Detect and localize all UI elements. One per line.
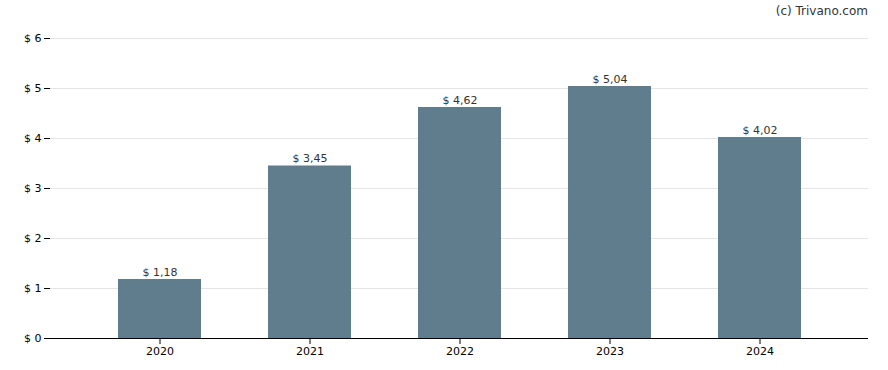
svg-text:2024: 2024	[746, 345, 774, 358]
svg-text:$ 3: $ 3	[24, 182, 42, 195]
svg-text:$ 4,62: $ 4,62	[443, 94, 478, 107]
svg-text:$ 5: $ 5	[24, 82, 42, 95]
svg-text:$ 1,18: $ 1,18	[143, 266, 178, 279]
svg-text:$ 0: $ 0	[24, 332, 42, 345]
html-text:(c) Trivano.com: (c) Trivano.com	[775, 4, 868, 18]
svg-text:$ 4: $ 4	[24, 132, 42, 145]
svg-text:$ 5,04: $ 5,04	[593, 73, 628, 86]
svg-text:$ 6: $ 6	[24, 32, 42, 45]
svg-text:2023: 2023	[596, 345, 624, 358]
svg-text:$ 3,45: $ 3,45	[293, 152, 328, 165]
svg-text:2020: 2020	[146, 345, 174, 358]
svg-text:$ 2: $ 2	[24, 232, 42, 245]
svg-text:$ 1: $ 1	[24, 282, 42, 295]
svg-text:$ 4,02: $ 4,02	[743, 124, 778, 137]
svg-text:2022: 2022	[446, 345, 474, 358]
svg-text:2021: 2021	[296, 345, 324, 358]
